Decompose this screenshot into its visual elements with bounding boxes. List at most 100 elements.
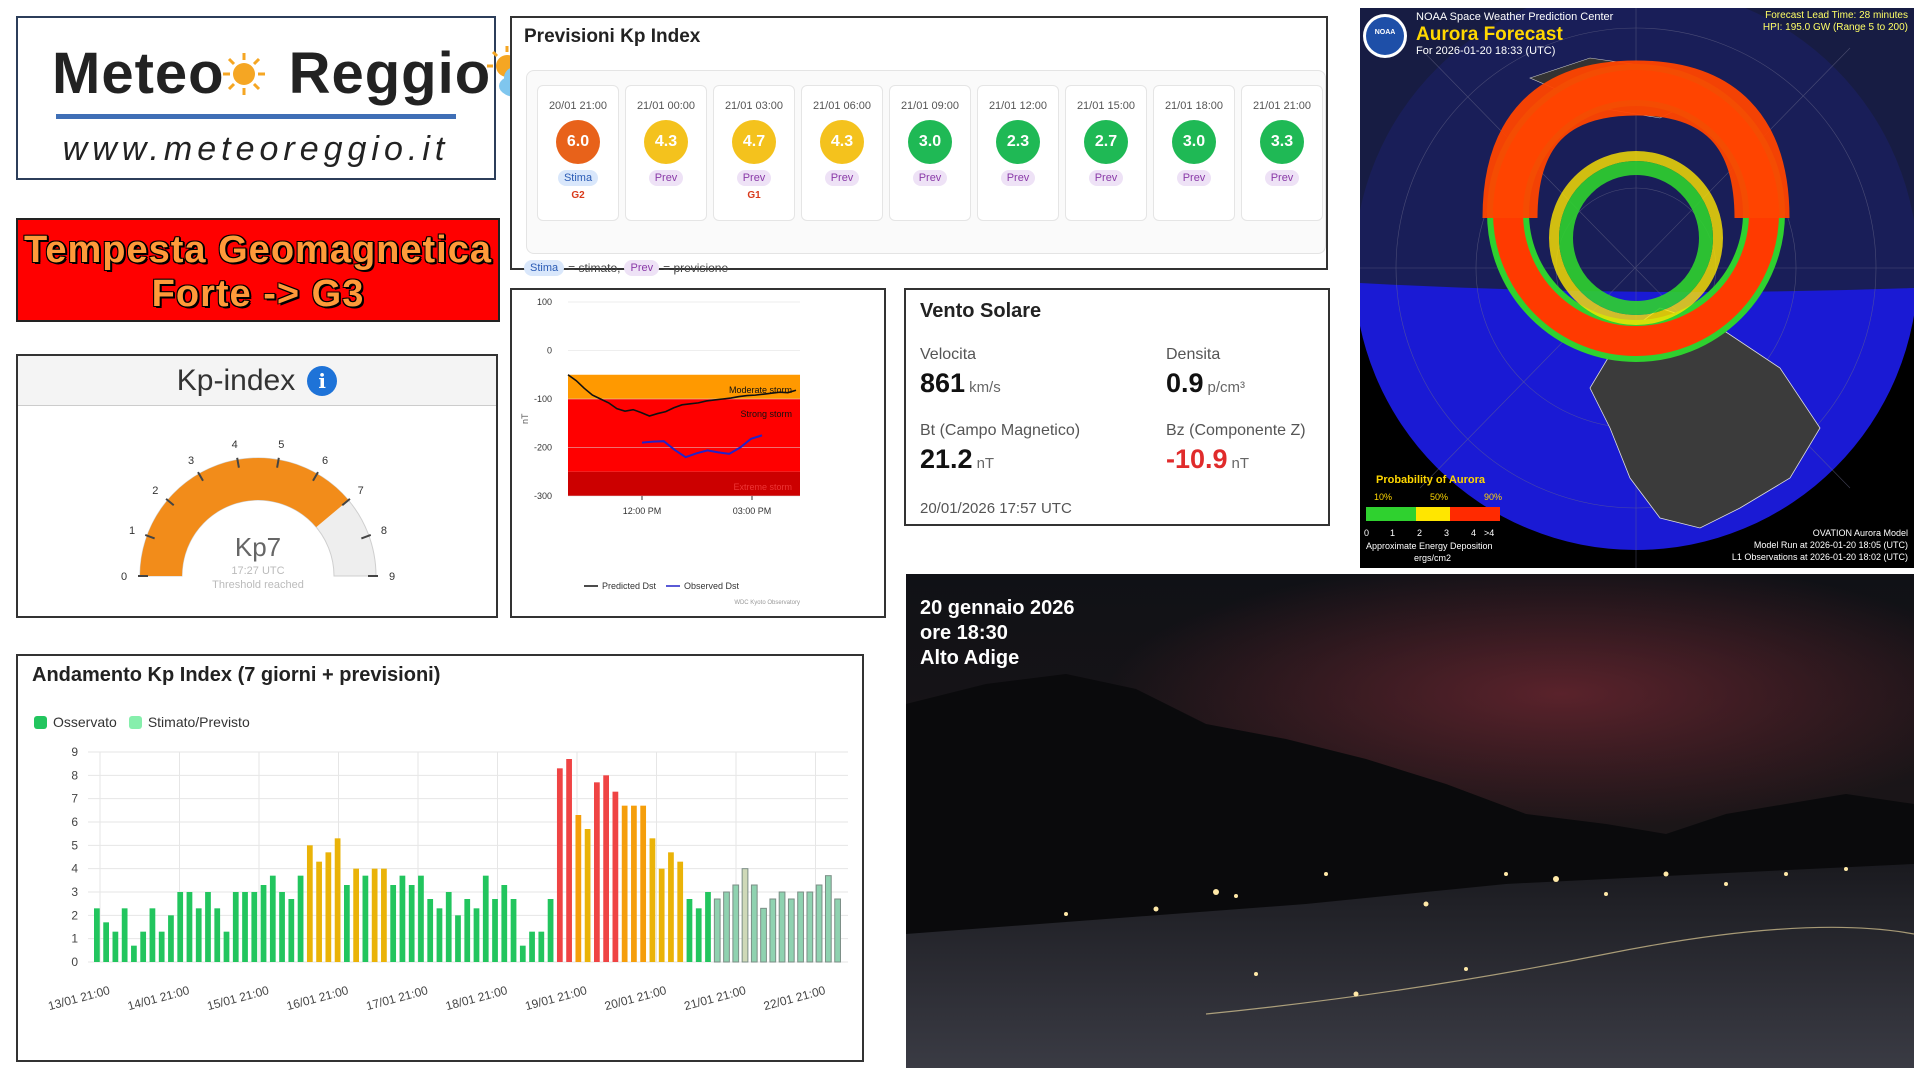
- kp-gauge-title: Kp-index: [176, 363, 296, 397]
- trend-bar-observed: [260, 885, 267, 962]
- forecast-card-tag: Prev: [1088, 170, 1124, 186]
- trend-bar-observed: [121, 908, 128, 962]
- logo-rule: [56, 114, 456, 119]
- aurora-inner-green: [1559, 161, 1713, 315]
- bt-label: Bt (Campo Magnetico): [920, 422, 1081, 439]
- legend-prev-text: = previsione: [663, 261, 729, 275]
- energy-tick-3: 3: [1444, 528, 1449, 538]
- trend-bar-observed: [547, 899, 554, 962]
- aurora-inner-yellow: [1549, 151, 1723, 325]
- trend-x-label: 14/01 21:00: [126, 983, 191, 1013]
- aurora-forecast-map: NOAA NOAA Space Weather Prediction Cente…: [1360, 8, 1914, 568]
- trend-x-label: 13/01 21:00: [47, 983, 112, 1013]
- energy-label: Approximate Energy Deposition: [1366, 541, 1493, 551]
- trend-bar-forecast: [760, 907, 767, 963]
- gauge-tick-mark: [144, 534, 155, 540]
- dst-credit: WDC Kyoto Observatory: [734, 600, 800, 606]
- forecast-card-tag: Prev: [736, 170, 772, 186]
- forecast-card-tag: Prev: [824, 170, 860, 186]
- forecast-card: 21/01 21:00 3.3 Prev: [1241, 85, 1323, 221]
- dst-y-tick: 0: [547, 346, 552, 356]
- forecast-card-tag: Prev: [912, 170, 948, 186]
- trend-bar-observed: [140, 931, 147, 962]
- trend-bar-observed: [186, 892, 193, 962]
- legend-predicted: Predicted Dst: [602, 581, 657, 591]
- forecast-card-time: 21/01 06:00: [812, 100, 872, 112]
- speed-value: 861 km/s: [920, 368, 1001, 399]
- forecast-card-g-level: G2: [571, 190, 585, 201]
- bz-unit: nT: [1231, 455, 1250, 472]
- dst-x-tick: 12:00 PM: [623, 506, 662, 516]
- gauge-tick-mark: [361, 534, 372, 540]
- bt-number: 21.2: [920, 444, 973, 474]
- dst-storm-zones: Moderate storm Strong storm Extreme storm: [568, 374, 800, 496]
- trend-bar-observed: [344, 885, 350, 962]
- info-icon[interactable]: i: [307, 365, 338, 396]
- dst-zone: [568, 471, 800, 496]
- trend-bar-observed: [519, 945, 526, 962]
- dst-y-ticks: 100 0 -100 -200 -300: [534, 297, 800, 501]
- legend-prev-tag: Prev: [624, 260, 660, 276]
- dst-predicted-line: [567, 374, 797, 417]
- aurora-title: Aurora Forecast: [1416, 24, 1563, 45]
- prob-tick-50: 50%: [1430, 492, 1448, 502]
- gauge-tick-mark: [312, 471, 319, 482]
- gauge-tick-label: 4: [232, 439, 238, 451]
- gauge-tick-mark: [197, 471, 204, 482]
- trend-y-tick: 4: [71, 862, 78, 876]
- trend-bar-observed: [455, 915, 461, 962]
- trend-y-tick: 6: [71, 815, 78, 829]
- trend-bar-observed: [371, 868, 378, 962]
- density-value: 0.9 p/cm³: [1166, 368, 1245, 399]
- trend-bar-observed: [482, 875, 489, 962]
- aurora-photo: 20 gennaio 2026 ore 18:30 Alto Adige: [906, 574, 1914, 1068]
- aurora-for-time: For 2026-01-20 18:33 (UTC): [1416, 45, 1555, 57]
- solar-wind-timestamp: 20/01/2026 17:57 UTC: [920, 500, 1072, 517]
- trend-bar-observed: [603, 775, 609, 962]
- gauge-tick-label: 3: [188, 455, 194, 467]
- forecast-card-value: 2.3: [996, 120, 1040, 164]
- trend-bar-observed: [677, 861, 684, 962]
- trend-bar-observed: [399, 875, 406, 962]
- trend-bar-observed: [195, 908, 202, 962]
- solar-wind-title: Vento Solare: [920, 300, 1042, 322]
- trend-bar-forecast: [797, 891, 804, 963]
- forecast-card-time: 21/01 00:00: [636, 100, 696, 112]
- legend-estimated: Stimato/Previsto: [147, 714, 250, 730]
- gauge-ticks: 0 1 2 3 4 5 6 7 8 9: [121, 439, 395, 583]
- bt-unit: nT: [976, 455, 995, 472]
- dst-y-tick: -300: [534, 491, 552, 501]
- photo-caption: 20 gennaio 2026 ore 18:30 Alto Adige: [920, 596, 1075, 671]
- prob-bar-green: [1366, 507, 1416, 521]
- forecast-card-time: 21/01 15:00: [1076, 100, 1136, 112]
- trend-bar-forecast: [732, 884, 740, 963]
- aurora-model: OVATION Aurora Model: [1813, 528, 1908, 538]
- forecast-card: 20/01 21:00 6.0 Stima G2: [537, 85, 619, 221]
- trend-bar-forecast: [824, 875, 832, 963]
- trend-bar-observed: [510, 899, 517, 962]
- aurora-hpi: HPI: 195.0 GW (Range 5 to 200): [1763, 22, 1908, 33]
- trend-bar-observed: [168, 915, 174, 962]
- trend-y-tick: 0: [71, 955, 78, 969]
- solar-wind-panel: Vento Solare Velocita 861 km/s Densita 0.…: [904, 288, 1330, 526]
- dst-zone-label: Strong storm: [740, 409, 792, 419]
- energy-tick-4: 4: [1471, 528, 1476, 538]
- density-label: Densita: [1166, 346, 1221, 363]
- trend-bar-observed: [232, 892, 239, 962]
- forecast-card-value: 2.7: [1084, 120, 1128, 164]
- kp-index-gauge-panel: Kp-index i 0 1 2 3 4 5 6 7 8 9 Kp7 17:27 UTC Thre…: [16, 354, 498, 618]
- prob-tick-90: 90%: [1484, 492, 1502, 502]
- trend-title: Andamento Kp Index (7 giorni + prevision…: [32, 664, 441, 686]
- trend-bar-observed: [445, 892, 452, 962]
- prob-bar-yellow: [1416, 507, 1450, 521]
- trend-bar-observed: [621, 805, 628, 962]
- forecast-card-tag: Prev: [1000, 170, 1036, 186]
- noaa-logo-text: NOAA: [1375, 29, 1396, 36]
- dst-observed-line: [641, 434, 763, 459]
- kp-gauge: 0 1 2 3 4 5 6 7 8 9 Kp7 17:27 UTC Threshold reach…: [121, 439, 395, 591]
- forecast-card-value: 4.3: [820, 120, 864, 164]
- legend-observed-swatch: [34, 715, 47, 729]
- legend-estimated-swatch: [128, 715, 142, 729]
- trend-bar-observed: [325, 852, 332, 962]
- trend-x-label: 18/01 21:00: [444, 983, 509, 1013]
